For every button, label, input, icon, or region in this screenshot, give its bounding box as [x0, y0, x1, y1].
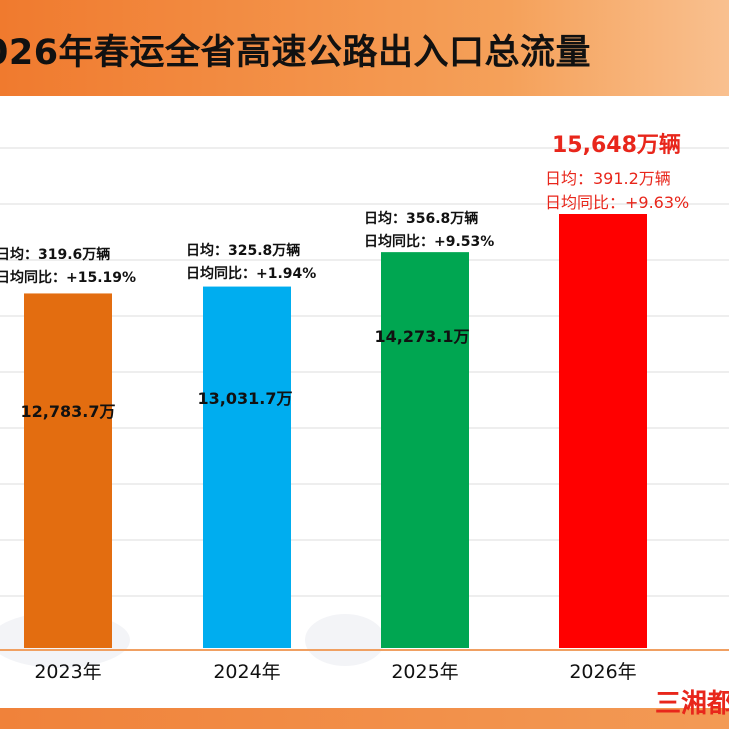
bar: [381, 252, 469, 648]
yoy-change-label: 日均同比：+15.19%: [0, 269, 136, 286]
data-label: 14,273.1万: [375, 327, 470, 346]
x-tick-label: 2024年: [213, 661, 280, 683]
x-tick-label: 2026年: [569, 661, 636, 683]
x-tick-label: 2023年: [34, 661, 101, 683]
x-tick-label: 2025年: [391, 661, 458, 683]
yoy-change-label: 日均同比：+9.53%: [364, 233, 494, 250]
daily-average-label: 日均：356.8万辆: [364, 210, 478, 227]
bar: [559, 214, 647, 648]
title-band: 026年春运全省高速公路出入口总流量: [0, 0, 729, 96]
yoy-change-label: 日均同比：+9.63%: [545, 193, 689, 212]
daily-average-label: 日均：319.6万辆: [0, 246, 110, 263]
decor-shape: [305, 614, 385, 666]
bar: [24, 293, 112, 648]
daily-average-label: 日均：325.8万辆: [186, 242, 300, 259]
data-label: 12,783.7万: [21, 402, 116, 421]
daily-average-label: 日均：391.2万辆: [545, 169, 671, 188]
data-label: 13,031.7万: [198, 389, 293, 408]
chart-title: 026年春运全省高速公路出入口总流量: [0, 33, 592, 73]
highlight-total-label: 15,648万辆: [552, 132, 681, 158]
bottom-band: [0, 708, 729, 729]
yoy-change-label: 日均同比：+1.94%: [186, 265, 316, 282]
brand-logo: 三湘都: [655, 689, 729, 719]
bar: [203, 286, 291, 648]
